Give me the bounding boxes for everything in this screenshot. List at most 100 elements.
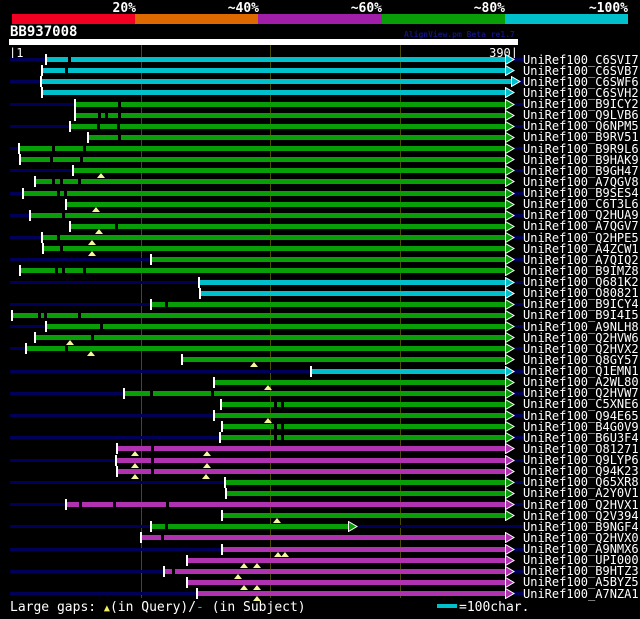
alignment-bar[interactable] [75,112,505,118]
row-label[interactable]: UniRef100_A7QGV8 [523,174,639,189]
alignment-bar[interactable] [200,290,505,296]
row-label[interactable]: UniRef100_A7QGV7 [523,219,639,234]
row-label[interactable]: UniRef100_Q2V394 [523,508,639,523]
row-label[interactable]: UniRef100_B9ICY4 [523,297,639,312]
alignment-bar[interactable] [151,524,348,530]
row-label[interactable]: UniRef100_Q1EMN1 [523,364,639,378]
row-label[interactable]: UniRef100_B9GH47 [523,163,639,178]
row-label[interactable]: UniRef100_C6SWF6 [523,74,639,89]
alignment-bar[interactable] [220,435,505,441]
row-label[interactable]: UniRef100_Q8GY57 [523,352,639,367]
alignment-bar[interactable] [117,468,505,474]
row-label[interactable]: UniRef100_A9NLH8 [523,319,639,334]
alignment-bar[interactable] [151,257,505,263]
row-label[interactable]: UniRef100_A2WL80 [523,375,639,390]
row-label[interactable]: UniRef100_A9NMX6 [523,542,639,556]
row-label[interactable]: UniRef100_A4ZCW1 [523,241,639,256]
alignment-bar[interactable] [187,579,505,585]
alignment-bar[interactable] [42,68,505,74]
alignment-bar[interactable] [311,368,505,374]
alignment-bar[interactable] [187,557,505,563]
alignment-bar[interactable] [12,312,505,318]
row-label[interactable]: UniRef100_Q2HVW6 [523,330,639,345]
alignment-bar[interactable] [124,390,505,396]
alignment-bar[interactable] [73,168,505,174]
alignment-bar[interactable] [66,201,505,207]
row-label[interactable]: UniRef100_C6T3L6 [523,197,639,212]
row-label[interactable]: UniRef100_B9SES4 [523,186,639,200]
alignment-bar[interactable] [35,335,505,341]
row-label[interactable]: UniRef100_A7QIQ2 [523,252,639,267]
alignment-bar[interactable] [221,401,505,407]
alignment-bar[interactable] [46,57,505,62]
row-label[interactable]: UniRef100_Q6NPM5 [523,119,639,134]
alignment-bar[interactable] [214,379,505,385]
alignment-bar[interactable] [41,79,511,85]
row-label[interactable]: UniRef100_B9ICY2 [523,97,639,111]
alignment-bar[interactable] [26,346,505,352]
row-label[interactable]: UniRef100_A2Y0V1 [523,486,639,501]
row-label[interactable]: UniRef100_C5XNE6 [523,397,639,412]
alignment-bar[interactable] [197,591,505,596]
alignment-bar[interactable] [222,513,505,519]
row-label[interactable]: UniRef100_Q2HVX2 [523,341,639,356]
row-label[interactable]: UniRef100_B9HAK9 [523,152,639,167]
alignment-bar[interactable] [43,246,505,252]
alignment-bar[interactable] [46,324,505,329]
row-label[interactable]: UniRef100_Q2HVW7 [523,386,639,401]
alignment-bar[interactable] [164,568,505,574]
row-label[interactable]: UniRef100_B9NGF4 [523,519,639,534]
row-label[interactable]: UniRef100_B9I4I5 [523,308,639,323]
alignment-bar[interactable] [222,424,505,430]
query-gap-triangle-icon [131,473,139,479]
alignment-bar[interactable] [70,123,505,129]
alignment-bar[interactable] [214,413,505,418]
row-label[interactable]: UniRef100_Q681K2 [523,275,639,289]
alignment-bar[interactable] [35,179,505,185]
row-label[interactable]: UniRef100_B9HTZ3 [523,564,639,579]
row-label[interactable]: UniRef100_C6SVB7 [523,63,639,78]
row-label[interactable]: UniRef100_C6SVI7 [523,52,639,67]
row-label[interactable]: UniRef100_O81271 [523,441,639,456]
alignment-bar[interactable] [116,457,505,463]
alignment-bar[interactable] [66,502,505,507]
row-label[interactable]: UniRef100_Q9LVB6 [523,108,639,123]
row-label[interactable]: UniRef100_Q9LYP6 [523,453,639,467]
row-label[interactable]: UniRef100_Q94K23 [523,464,639,479]
row-label[interactable]: UniRef100_B9RV51 [523,130,639,145]
row-connector-line [514,258,523,262]
alignment-bar[interactable] [70,223,505,229]
row-label[interactable]: UniRef100_Q94E65 [523,408,639,423]
row-label[interactable]: UniRef100_O80821 [523,286,639,301]
row-label[interactable]: UniRef100_A5BYZ5 [523,575,639,590]
row-label[interactable]: UniRef100_UPI000.. [523,553,640,568]
row-label[interactable]: UniRef100_B9IMZ8 [523,263,639,278]
alignment-bar[interactable] [19,146,505,151]
alignment-bar[interactable] [30,212,505,218]
alignment-bar[interactable] [20,268,505,274]
row-label[interactable]: UniRef100_Q65XR8 [523,475,639,490]
row-label[interactable]: UniRef100_A7NZA1 [523,586,639,601]
alignment-bar[interactable] [42,235,505,240]
alignment-bar[interactable] [75,101,505,107]
alignment-bar[interactable] [117,446,505,452]
row-label[interactable]: UniRef100_Q2HVX0 [523,530,639,545]
row-label[interactable]: UniRef100_Q2HUA9 [523,208,639,223]
alignment-bar[interactable] [141,535,505,541]
row-label[interactable]: UniRef100_B6U3F4 [523,430,639,445]
alignment-bar[interactable] [23,190,505,196]
alignment-bar[interactable] [42,90,505,96]
row-label[interactable]: UniRef100_B4G0V9 [523,419,639,434]
alignment-bar[interactable] [151,301,505,307]
row-label[interactable]: UniRef100_Q2HPE5 [523,230,639,245]
alignment-bar[interactable] [88,134,505,140]
alignment-bar[interactable] [225,479,505,485]
alignment-bar[interactable] [182,357,505,363]
alignment-bar[interactable] [20,157,505,163]
row-label[interactable]: UniRef100_Q2HVX1 [523,497,639,512]
row-label[interactable]: UniRef100_C6SVH2 [523,85,639,100]
row-label[interactable]: UniRef100_B9R9L6 [523,141,639,156]
alignment-bar[interactable] [222,546,505,552]
alignment-bar[interactable] [226,490,505,496]
alignment-bar[interactable] [199,279,505,285]
